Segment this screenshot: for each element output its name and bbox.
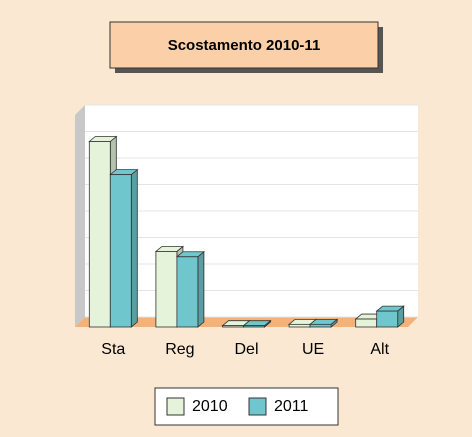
- bar: [355, 318, 378, 328]
- chart-title: Scostamento 2010-11: [168, 37, 321, 54]
- bar: [222, 325, 244, 328]
- legend-label: 2011: [274, 398, 309, 415]
- bar-side: [197, 250, 205, 328]
- x-tick-label: Reg: [165, 341, 194, 358]
- bar: [176, 256, 199, 328]
- legend-label: 2010: [192, 398, 228, 415]
- bar: [243, 325, 265, 328]
- x-tick-label: Del: [234, 341, 258, 358]
- bar: [88, 141, 111, 328]
- title-box: [109, 21, 379, 69]
- side-wall: [75, 105, 85, 327]
- x-tick-label: Sta: [101, 341, 125, 358]
- grid: [85, 104, 418, 318]
- legend-items: 2010 2011: [166, 397, 309, 416]
- bar: [155, 251, 178, 328]
- legend: [154, 387, 339, 426]
- bar: [376, 310, 399, 328]
- bar-side: [130, 168, 138, 328]
- bar: [288, 323, 311, 328]
- bar: [109, 174, 132, 328]
- legend-swatch: [166, 397, 185, 416]
- bar: [309, 323, 332, 328]
- x-tick-label: Alt: [370, 341, 389, 358]
- x-tick-label: UE: [302, 341, 324, 358]
- bars: [88, 135, 405, 328]
- legend-swatch: [248, 397, 267, 416]
